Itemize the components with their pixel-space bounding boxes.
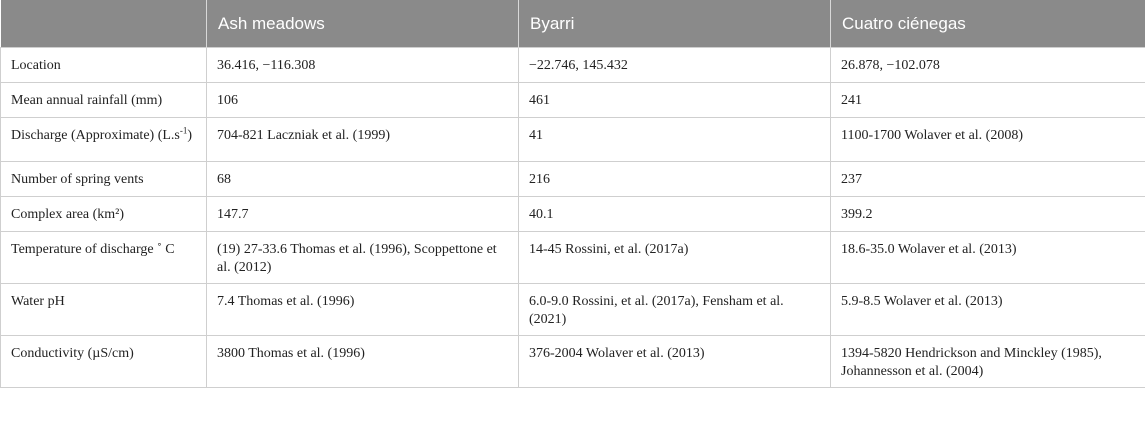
cell-ash-meadows: 3800 Thomas et al. (1996) <box>206 335 519 388</box>
table-row-location: Location 36.416, −116.308 −22.746, 145.4… <box>0 47 1145 83</box>
cell-cuatro-cienegas: 1100-1700 Wolaver et al. (2008) <box>830 117 1145 162</box>
header-row: Ash meadows Byarri Cuatro ciénegas <box>0 0 1145 48</box>
cell-ash-meadows: 704-821 Laczniak et al. (1999) <box>206 117 519 162</box>
cell-cuatro-cienegas: 18.6-35.0 Wolaver et al. (2013) <box>830 231 1145 284</box>
cell-cuatro-cienegas: 399.2 <box>830 196 1145 232</box>
header-byarri: Byarri <box>518 0 831 48</box>
row-label: Location <box>0 47 207 83</box>
cell-byarri: 40.1 <box>518 196 831 232</box>
row-label: Discharge (Approximate) (L.s-1) <box>0 117 207 162</box>
row-label: Temperature of discharge ˚ C <box>0 231 207 284</box>
header-blank <box>0 0 207 48</box>
header-ash-meadows: Ash meadows <box>206 0 519 48</box>
comparison-table: Ash meadows Byarri Cuatro ciénegas Locat… <box>0 0 1145 388</box>
cell-ash-meadows: (19) 27-33.6 Thomas et al. (1996), Scopp… <box>206 231 519 284</box>
table-row-temperature: Temperature of discharge ˚ C (19) 27-33.… <box>0 231 1145 284</box>
row-label: Mean annual rainfall (mm) <box>0 82 207 118</box>
header-cuatro-cienegas: Cuatro ciénegas <box>830 0 1145 48</box>
table-row-discharge: Discharge (Approximate) (L.s-1) 704-821 … <box>0 117 1145 162</box>
cell-byarri: 376-2004 Wolaver et al. (2013) <box>518 335 831 388</box>
cell-cuatro-cienegas: 241 <box>830 82 1145 118</box>
row-label: Water pH <box>0 283 207 336</box>
row-label-superscript: -1 <box>179 125 188 136</box>
table-row-spring-vents: Number of spring vents 68 216 237 <box>0 161 1145 197</box>
cell-cuatro-cienegas: 26.878, −102.078 <box>830 47 1145 83</box>
cell-ash-meadows: 68 <box>206 161 519 197</box>
cell-byarri: 216 <box>518 161 831 197</box>
cell-cuatro-cienegas: 5.9-8.5 Wolaver et al. (2013) <box>830 283 1145 336</box>
cell-ash-meadows: 7.4 Thomas et al. (1996) <box>206 283 519 336</box>
cell-byarri: 41 <box>518 117 831 162</box>
cell-ash-meadows: 36.416, −116.308 <box>206 47 519 83</box>
cell-byarri: 6.0-9.0 Rossini, et al. (2017a), Fensham… <box>518 283 831 336</box>
cell-byarri: 14-45 Rossini, et al. (2017a) <box>518 231 831 284</box>
table-row-rainfall: Mean annual rainfall (mm) 106 461 241 <box>0 82 1145 118</box>
row-label: Complex area (km²) <box>0 196 207 232</box>
cell-ash-meadows: 106 <box>206 82 519 118</box>
table-row-conductivity: Conductivity (µS/cm) 3800 Thomas et al. … <box>0 335 1145 388</box>
row-label: Number of spring vents <box>0 161 207 197</box>
cell-byarri: −22.746, 145.432 <box>518 47 831 83</box>
row-label-end: ) <box>187 128 193 143</box>
cell-cuatro-cienegas: 237 <box>830 161 1145 197</box>
cell-byarri: 461 <box>518 82 831 118</box>
cell-cuatro-cienegas: 1394-5820 Hendrickson and Minckley (1985… <box>830 335 1145 388</box>
cell-ash-meadows: 147.7 <box>206 196 519 232</box>
table-row-complex-area: Complex area (km²) 147.7 40.1 399.2 <box>0 196 1145 232</box>
row-label-main: Discharge (Approximate) (L.s <box>11 128 180 143</box>
row-label: Conductivity (µS/cm) <box>0 335 207 388</box>
table-row-water-ph: Water pH 7.4 Thomas et al. (1996) 6.0-9.… <box>0 283 1145 336</box>
